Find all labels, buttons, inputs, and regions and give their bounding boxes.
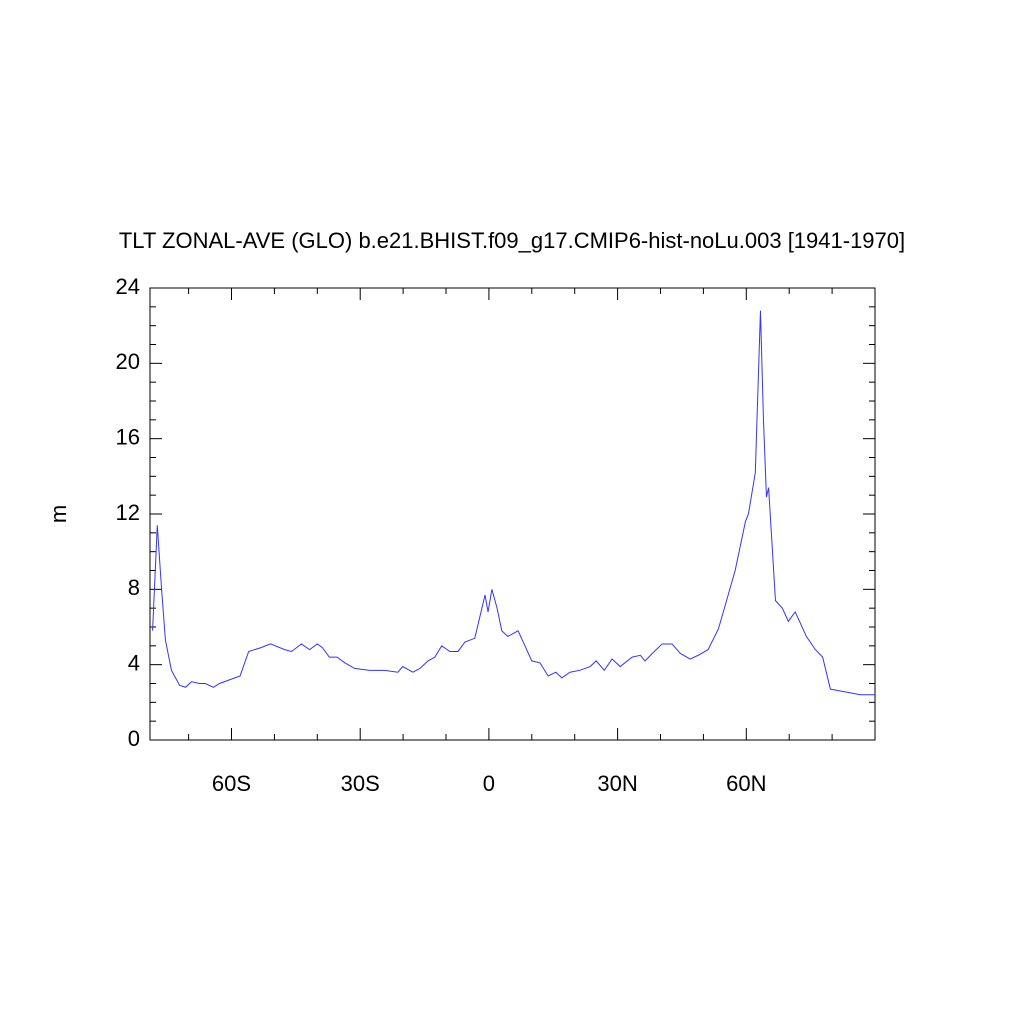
- x-tick-label: 0: [483, 771, 495, 796]
- y-tick-label: 4: [128, 650, 140, 675]
- plot-frame: [149, 287, 876, 741]
- x-tick-label: 30S: [341, 771, 380, 796]
- y-tick-label: 0: [128, 726, 140, 751]
- data-line: [152, 310, 875, 696]
- x-tick-label: 30N: [597, 771, 637, 796]
- y-tick-label: 24: [116, 274, 140, 299]
- y-tick-label: 16: [116, 424, 140, 449]
- y-tick-label: 8: [128, 575, 140, 600]
- y-tick-label: 20: [116, 349, 140, 374]
- y-axis-label: m: [46, 505, 71, 523]
- x-tick-label: 60S: [212, 771, 251, 796]
- chart-title: TLT ZONAL-AVE (GLO) b.e21.BHIST.f09_g17.…: [119, 228, 905, 253]
- y-tick-label: 12: [116, 500, 140, 525]
- x-tick-label: 60N: [726, 771, 766, 796]
